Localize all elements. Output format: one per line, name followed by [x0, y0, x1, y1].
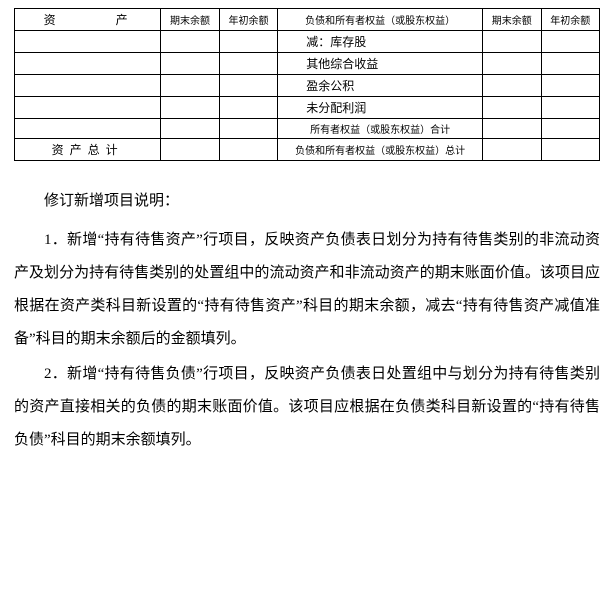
cell-beg2 [541, 139, 600, 161]
cell-liab: 其他综合收益 [278, 53, 483, 75]
cell-end1 [161, 53, 220, 75]
table-row: 未分配利润 [15, 97, 600, 119]
balance-sheet-table: 资 产 期末余额 年初余额 负债和所有者权益（或股东权益） 期末余额 年初余额 … [14, 8, 600, 161]
cell-end2 [483, 119, 542, 139]
cell-beg2 [541, 119, 600, 139]
cell-asset-total: 资产总计 [15, 139, 161, 161]
cell-beg1 [219, 139, 278, 161]
header-end-balance-1: 期末余额 [161, 9, 220, 31]
cell-asset [15, 97, 161, 119]
cell-end1 [161, 31, 220, 53]
header-asset: 资 产 [15, 9, 161, 31]
cell-beg2 [541, 75, 600, 97]
cell-beg2 [541, 97, 600, 119]
cell-end2 [483, 75, 542, 97]
cell-end2 [483, 97, 542, 119]
cell-end2 [483, 139, 542, 161]
table-row: 减：库存股 [15, 31, 600, 53]
cell-end2 [483, 53, 542, 75]
cell-end1 [161, 119, 220, 139]
paragraph-1: 1．新增“持有待售资产”行项目，反映资产负债表日划分为持有待售类别的非流动资产及… [14, 224, 600, 356]
cell-beg2 [541, 53, 600, 75]
cell-asset [15, 75, 161, 97]
header-begin-balance-1: 年初余额 [219, 9, 278, 31]
table-row: 其他综合收益 [15, 53, 600, 75]
table-header-row: 资 产 期末余额 年初余额 负债和所有者权益（或股东权益） 期末余额 年初余额 [15, 9, 600, 31]
cell-liab: 未分配利润 [278, 97, 483, 119]
cell-end1 [161, 97, 220, 119]
cell-end2 [483, 31, 542, 53]
cell-liab: 盈余公积 [278, 75, 483, 97]
cell-asset [15, 31, 161, 53]
intro-line: 修订新增项目说明： [14, 185, 600, 218]
cell-beg1 [219, 75, 278, 97]
cell-liab: 减：库存股 [278, 31, 483, 53]
cell-asset [15, 119, 161, 139]
cell-end1 [161, 75, 220, 97]
header-end-balance-2: 期末余额 [483, 9, 542, 31]
cell-beg1 [219, 53, 278, 75]
cell-asset [15, 53, 161, 75]
paragraph-2: 2．新增“持有待售负债”行项目，反映资产负债表日处置组中与划分为持有待售类别的资… [14, 358, 600, 457]
header-begin-balance-2: 年初余额 [541, 9, 600, 31]
cell-liab: 所有者权益（或股东权益）合计 [278, 119, 483, 139]
cell-beg2 [541, 31, 600, 53]
table-row: 资产总计 负债和所有者权益（或股东权益）总计 [15, 139, 600, 161]
explanation-section: 修订新增项目说明： 1．新增“持有待售资产”行项目，反映资产负债表日划分为持有待… [14, 185, 600, 457]
cell-beg1 [219, 97, 278, 119]
cell-beg1 [219, 119, 278, 139]
cell-end1 [161, 139, 220, 161]
table-row: 盈余公积 [15, 75, 600, 97]
cell-liab-total: 负债和所有者权益（或股东权益）总计 [278, 139, 483, 161]
cell-beg1 [219, 31, 278, 53]
table-row: 所有者权益（或股东权益）合计 [15, 119, 600, 139]
header-liability-equity: 负债和所有者权益（或股东权益） [278, 9, 483, 31]
